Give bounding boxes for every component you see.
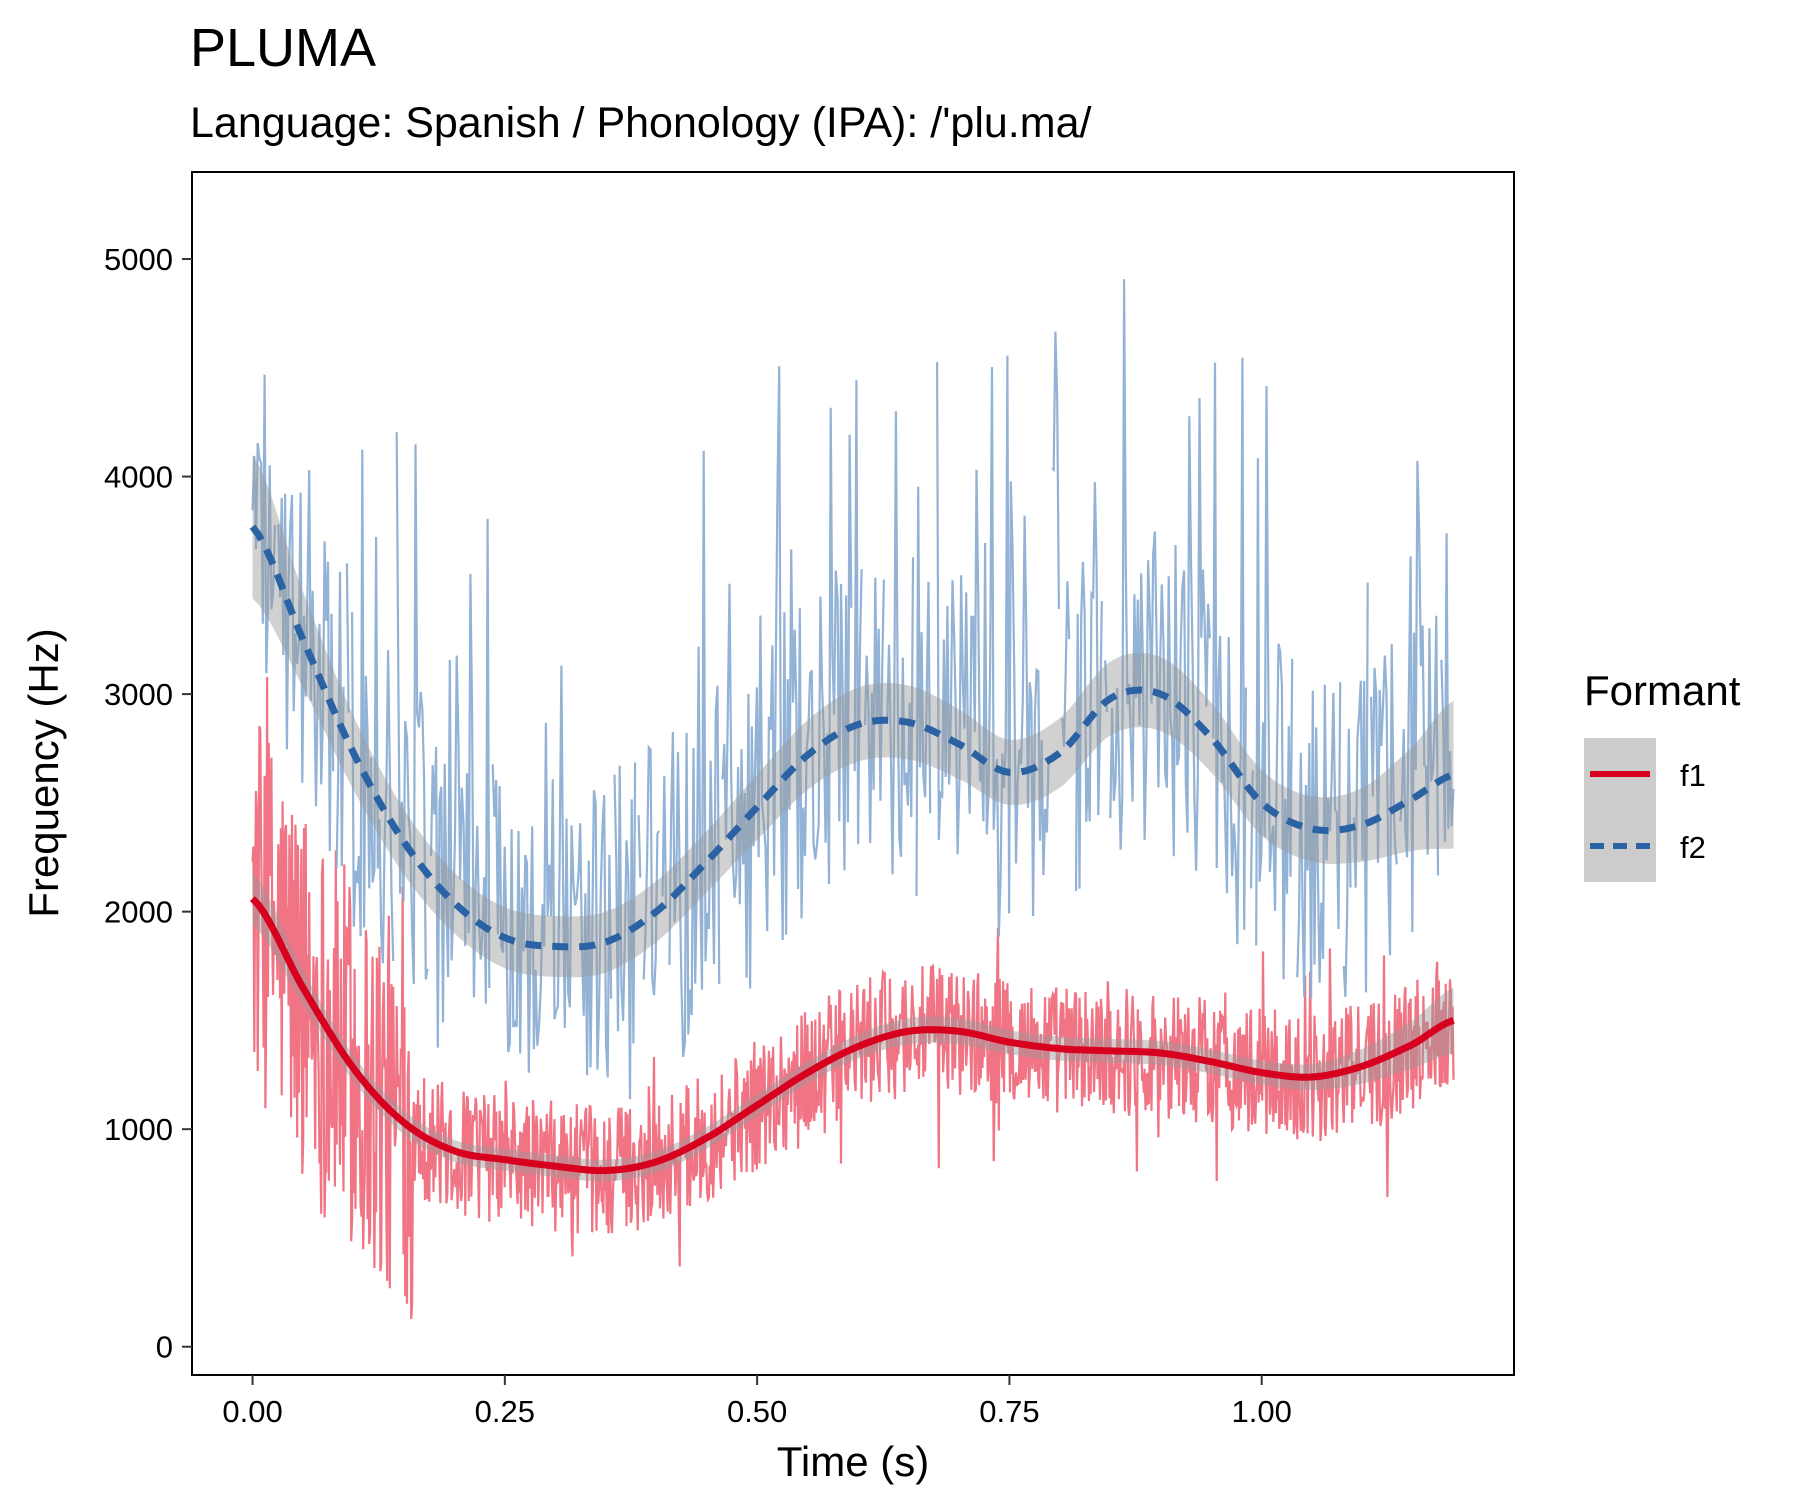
x-tick-label: 0.00	[222, 1394, 282, 1429]
raw-trace-f2	[251, 279, 1455, 1100]
x-tick-label: 0.25	[475, 1394, 535, 1429]
y-axis-title: Frequency (Hz)	[20, 628, 67, 917]
y-tick-label: 5000	[104, 242, 173, 277]
x-axis: 0.00 0.25 0.50 0.75 1.00	[222, 1375, 1292, 1429]
legend-label-f1: f1	[1680, 758, 1706, 793]
chart-title: PLUMA	[190, 18, 376, 78]
y-tick-label: 0	[156, 1330, 173, 1365]
y-axis: 0 1000 2000 3000 4000 5000	[104, 242, 192, 1365]
smooth-line-f2	[249, 524, 1455, 951]
x-axis-title: Time (s)	[777, 1438, 929, 1485]
x-tick-label: 0.50	[727, 1394, 787, 1429]
plot-panel-border	[191, 171, 1515, 1376]
legend: Formant f1 f2	[1584, 667, 1741, 882]
raw-trace-f1	[251, 677, 1455, 1319]
y-tick-label: 3000	[104, 677, 173, 712]
x-tick-label: 1.00	[1232, 1394, 1292, 1429]
x-tick-label: 0.75	[979, 1394, 1039, 1429]
confidence-band-f2	[252, 454, 1454, 978]
y-tick-label: 2000	[104, 895, 173, 930]
y-tick-label: 4000	[104, 460, 173, 495]
y-tick-label: 1000	[104, 1112, 173, 1147]
chart-subtitle: Language: Spanish / Phonology (IPA): /'p…	[190, 99, 1091, 147]
smooth-line-f1	[249, 896, 1455, 1175]
legend-label-f2: f2	[1680, 830, 1706, 865]
plot-area	[249, 279, 1455, 1319]
legend-title: Formant	[1584, 667, 1741, 714]
